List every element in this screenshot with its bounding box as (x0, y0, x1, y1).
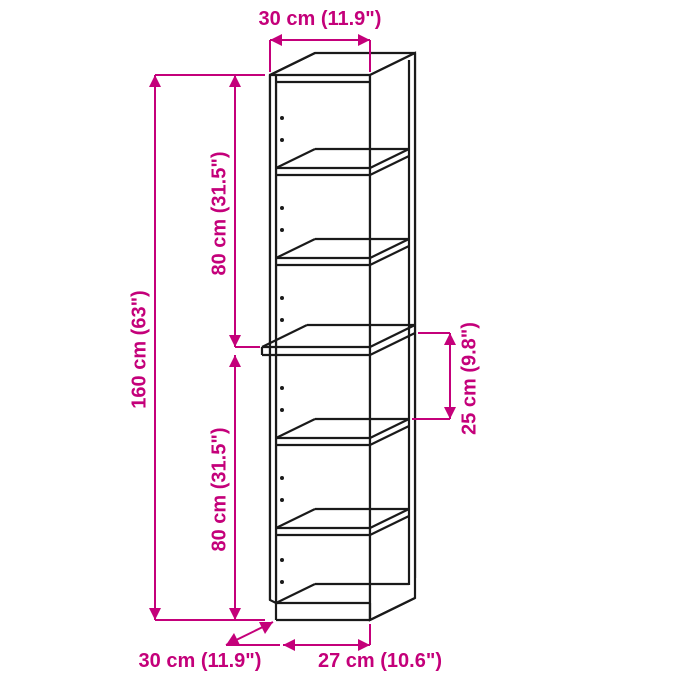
label-top-width: 30 cm (11.9") (250, 8, 390, 31)
label-bottom-width: 27 cm (10.6") (300, 650, 460, 673)
diagram-svg (0, 0, 700, 700)
label-lower-height: 80 cm (31.5") (209, 410, 232, 570)
label-upper-height: 80 cm (31.5") (209, 134, 232, 294)
label-shelf-height: 25 cm (9.8") (459, 309, 482, 449)
diagram-stage: { "colors": { "dim": "#c4007a", "cab": "… (0, 0, 700, 700)
label-bottom-depth: 30 cm (11.9") (120, 650, 280, 673)
label-total-height: 160 cm (63") (129, 270, 152, 430)
